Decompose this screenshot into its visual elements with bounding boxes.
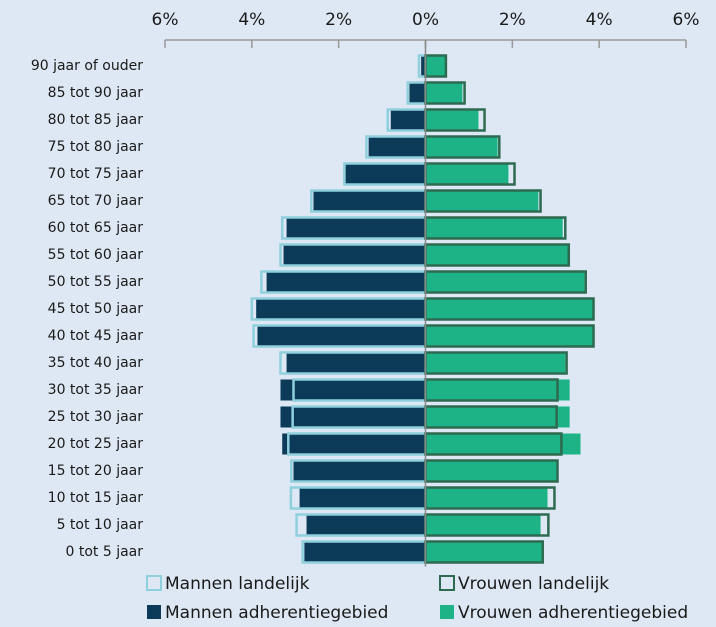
bar (425, 325, 593, 347)
legend-label: Mannen landelijk (165, 574, 310, 594)
category-label: 80 tot 85 jaar (48, 112, 144, 128)
category-label: 10 tot 15 jaar (48, 490, 144, 506)
bar (345, 163, 426, 185)
bar (306, 514, 426, 536)
legend-swatch (440, 605, 454, 619)
category-label: 65 tot 70 jaar (48, 193, 144, 209)
bar (282, 433, 426, 455)
bar (286, 352, 426, 374)
bar (425, 244, 569, 266)
bar (266, 271, 426, 293)
bar (390, 109, 426, 131)
category-label: 0 tot 5 jaar (65, 544, 143, 560)
x-tick-label: 0% (412, 10, 439, 30)
bar (425, 487, 548, 509)
legend-label: Vrouwen landelijk (458, 574, 609, 594)
x-tick-label: 6% (152, 10, 179, 30)
category-label: 35 tot 40 jaar (48, 355, 144, 371)
category-label: 20 tot 25 jaar (48, 436, 144, 452)
bar (283, 244, 426, 266)
bar (256, 298, 426, 320)
x-tick-label: 2% (325, 10, 352, 30)
category-label: 50 tot 55 jaar (48, 274, 144, 290)
bar (425, 217, 563, 239)
bar (425, 82, 463, 104)
bar (425, 136, 498, 158)
bar (368, 136, 426, 158)
bar (425, 352, 566, 374)
category-label: 40 tot 45 jaar (48, 328, 144, 344)
legend-swatch (146, 575, 162, 591)
x-tick-label: 4% (586, 10, 613, 30)
category-label: 90 jaar of ouder (31, 58, 143, 74)
bar (280, 379, 426, 401)
category-label: 55 tot 60 jaar (48, 247, 144, 263)
legend-label: Mannen adherentiegebied (165, 603, 388, 623)
bar (280, 406, 426, 428)
x-tick-label: 2% (499, 10, 526, 30)
x-tick-label: 6% (673, 10, 700, 30)
bar (425, 298, 593, 320)
bar (409, 82, 426, 104)
bar (425, 379, 570, 401)
bar (425, 55, 446, 77)
legend-label: Vrouwen adherentiegebied (458, 603, 688, 623)
bar (304, 541, 426, 563)
bar (313, 190, 426, 212)
category-label: 70 tot 75 jaar (48, 166, 144, 182)
bar (425, 271, 585, 293)
legend-swatch (439, 575, 455, 591)
category-label: 30 tot 35 jaar (48, 382, 144, 398)
bar (425, 109, 479, 131)
bar (425, 190, 539, 212)
category-label: 75 tot 80 jaar (48, 139, 144, 155)
bar (299, 487, 426, 509)
bar (293, 460, 426, 482)
category-label: 25 tot 30 jaar (48, 409, 144, 425)
x-tick-label: 4% (238, 10, 265, 30)
category-label: 60 tot 65 jaar (48, 220, 144, 236)
category-label: 5 tot 10 jaar (57, 517, 144, 533)
category-label: 45 tot 50 jaar (48, 301, 144, 317)
category-label: 85 tot 90 jaar (48, 85, 144, 101)
bar (425, 460, 557, 482)
bar (257, 325, 426, 347)
bar (421, 55, 426, 77)
bar (425, 406, 570, 428)
legend-swatch (147, 605, 161, 619)
bar (286, 217, 426, 239)
bar (425, 163, 509, 185)
category-label: 15 tot 20 jaar (48, 463, 144, 479)
bar (425, 514, 541, 536)
bar (425, 541, 544, 563)
bar (425, 433, 581, 455)
